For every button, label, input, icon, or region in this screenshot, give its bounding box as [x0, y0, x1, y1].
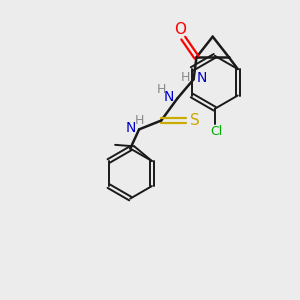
- Text: H: H: [181, 71, 190, 84]
- Text: N: N: [164, 90, 174, 104]
- Text: H: H: [157, 83, 166, 96]
- Text: Cl: Cl: [210, 125, 222, 138]
- Text: S: S: [190, 113, 199, 128]
- Text: H: H: [134, 114, 144, 127]
- Text: O: O: [174, 22, 186, 38]
- Text: N: N: [126, 121, 136, 135]
- Text: N: N: [196, 71, 207, 85]
